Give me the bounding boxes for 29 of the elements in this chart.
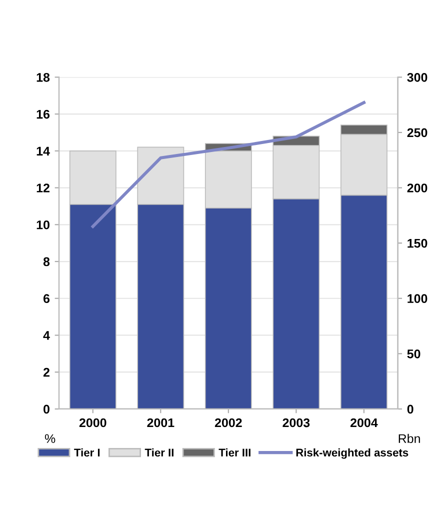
x-tick-label: 2003 <box>282 418 310 428</box>
y-tick-label: 10 <box>36 220 50 230</box>
x-tick-label: 2001 <box>147 418 174 428</box>
legend-label: Tier I <box>74 448 100 457</box>
y-axis-title: % <box>44 434 56 443</box>
y-tick-label: 8 <box>43 257 50 266</box>
x-tick-label: 2000 <box>79 418 106 428</box>
y2-axis-title: Rbn <box>398 434 420 444</box>
x-tick-label: 2004 <box>350 418 378 428</box>
y-tick-label: 2 <box>43 368 50 377</box>
legend-label: Tier II <box>144 448 174 457</box>
legend-label: Tier III <box>218 448 250 457</box>
x-tick-label: 2002 <box>214 418 242 428</box>
y2-tick-label: 100 <box>408 294 428 304</box>
y2-tick-label: 0 <box>407 404 414 414</box>
y2-tick-label: 200 <box>407 184 428 192</box>
y2-tick-label: 300 <box>407 72 428 82</box>
y-tick-label: 18 <box>36 72 50 82</box>
y-tick-label: 4 <box>43 331 50 340</box>
y-tick-label: 0 <box>44 404 50 414</box>
y2-tick-label: 150 <box>408 238 428 248</box>
y-tick-label: 14 <box>36 146 50 156</box>
y-tick-label: 12 <box>36 184 50 192</box>
y-tick-label: 16 <box>36 110 50 119</box>
y2-tick-label: 50 <box>407 349 420 358</box>
line-series <box>91 101 366 228</box>
legend-label: Risk-weighted assets <box>296 448 408 459</box>
y2-tick-label: 250 <box>407 128 428 138</box>
y-tick-label: 6 <box>43 294 50 304</box>
